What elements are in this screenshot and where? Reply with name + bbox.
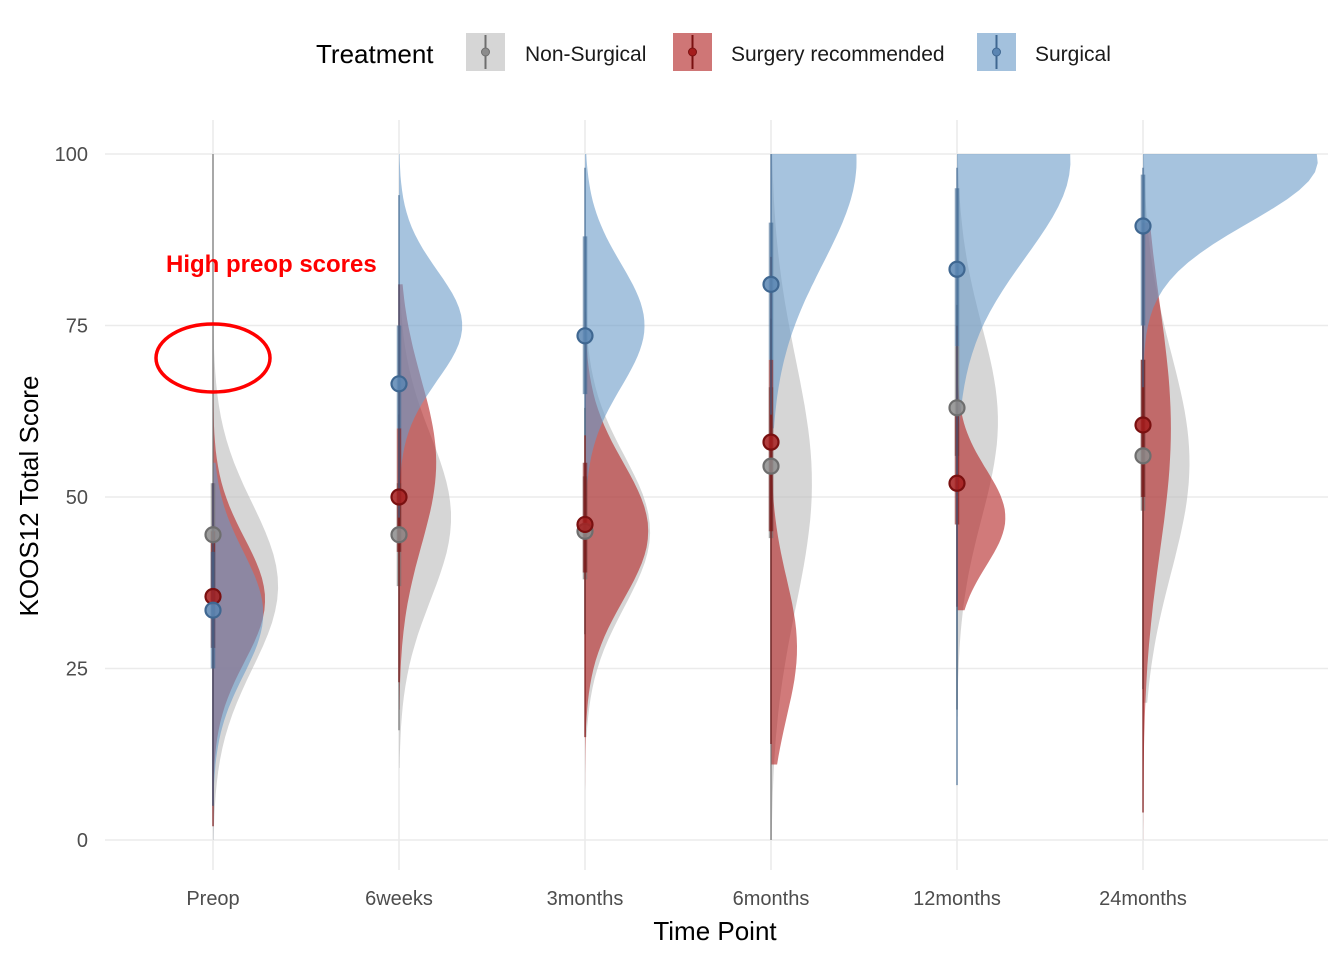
density-surgical-3months	[585, 154, 645, 511]
legend-label-surgery-recommended: Surgery recommended	[731, 43, 945, 66]
median-point-surgical-12months	[948, 260, 966, 278]
legend-label-non-surgical: Non-Surgical	[525, 43, 646, 66]
median-point-surgical-24months	[1134, 217, 1152, 235]
x-tick-label: 6months	[733, 888, 810, 910]
density-surgical-24months	[1143, 154, 1318, 696]
density-surgery-recommended-3months	[585, 311, 649, 799]
annotation-high-preop-scores: High preop scores	[166, 251, 377, 278]
y-tick-label: 100	[55, 144, 88, 166]
median-point-surgery-recommended-6weeks	[390, 488, 408, 506]
median-point-surgery-recommended-6months	[762, 433, 780, 451]
legend-title: Treatment	[316, 39, 434, 69]
density-surgical-6months	[771, 154, 857, 429]
median-point-non-surgical-6weeks	[390, 526, 408, 544]
median-point-surgical-6months	[762, 275, 780, 293]
legend-key-point	[992, 47, 1001, 57]
median-point-surgical-6weeks	[390, 375, 408, 393]
legend: Treatment Non-Surgical Surgery recommende…	[316, 33, 1111, 71]
median-point-layer	[204, 217, 1152, 619]
y-tick-label: 0	[77, 830, 88, 852]
y-axis-title: KOOS12 Total Score	[14, 376, 44, 617]
median-point-non-surgical-12months	[948, 399, 966, 417]
x-tick-label: Preop	[186, 888, 239, 910]
x-tick-label: 6weeks	[365, 888, 433, 910]
median-point-non-surgical-preop	[204, 526, 222, 544]
density-surgery-recommended-12months	[957, 322, 1006, 611]
density-surgical-6weeks	[399, 154, 463, 594]
y-tick-label: 75	[66, 316, 88, 338]
median-point-non-surgical-24months	[1134, 447, 1152, 465]
median-point-surgery-recommended-3months	[576, 515, 594, 534]
density-surgical-preop	[213, 462, 264, 840]
annotation-ellipse	[154, 322, 272, 394]
x-tick-label: 24months	[1099, 888, 1187, 910]
x-tick-label: 3months	[547, 888, 624, 910]
y-tick-label: 25	[66, 659, 88, 681]
median-point-surgical-preop	[204, 601, 222, 619]
y-tick-label: 50	[66, 487, 88, 509]
annotation-layer: High preop scores	[154, 251, 377, 394]
x-tick-label: 12months	[913, 888, 1001, 910]
density-surgery-recommended-24months	[1143, 222, 1171, 841]
density-surgical-12months	[957, 154, 1071, 786]
median-point-surgery-recommended-24months	[1134, 416, 1152, 434]
median-point-surgery-recommended-12months	[948, 474, 966, 492]
x-axis-title: Time Point	[653, 916, 777, 946]
interval-layer	[210, 154, 1146, 840]
density-surgery-recommended-6months	[771, 256, 797, 765]
axes: KOOS12 Total Score Time Point 0 25 50 75 100…	[14, 144, 1187, 946]
median-point-non-surgical-6months	[762, 457, 780, 475]
legend-key-point	[481, 47, 490, 57]
density-layer	[213, 154, 1318, 841]
median-point-surgical-3months	[576, 327, 594, 345]
legend-label-surgical: Surgical	[1035, 43, 1111, 66]
legend-key-point	[688, 47, 697, 57]
